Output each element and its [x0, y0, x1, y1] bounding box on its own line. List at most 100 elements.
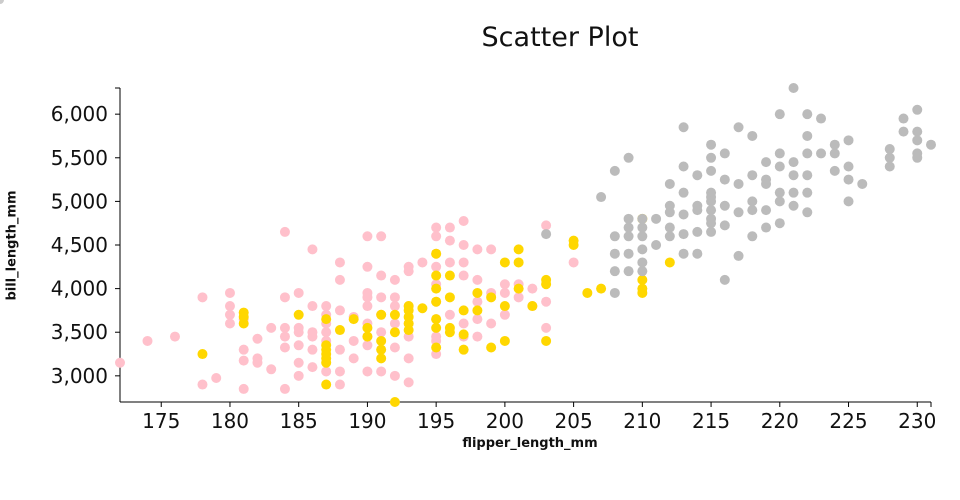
data-point	[678, 161, 689, 172]
data-point	[499, 279, 510, 290]
data-point	[733, 122, 744, 133]
data-point	[224, 287, 235, 298]
data-point	[321, 327, 332, 338]
data-point	[637, 274, 648, 285]
data-point	[197, 349, 208, 360]
data-point	[747, 130, 758, 141]
data-point	[678, 248, 689, 259]
data-point	[293, 357, 304, 368]
data-point	[279, 226, 290, 237]
data-point	[197, 379, 208, 390]
data-point	[926, 139, 936, 150]
data-point	[527, 301, 538, 312]
data-point	[169, 331, 180, 342]
data-point	[829, 148, 840, 159]
data-point	[458, 257, 469, 268]
data-point	[389, 292, 400, 303]
data-point	[733, 207, 744, 218]
data-point	[664, 257, 675, 268]
data-point	[706, 226, 717, 237]
data-point	[252, 333, 263, 344]
data-point	[486, 292, 497, 303]
data-point	[142, 335, 153, 346]
data-point	[541, 229, 552, 240]
data-point	[692, 248, 703, 259]
data-point	[334, 366, 345, 377]
data-point	[431, 283, 442, 294]
data-point	[224, 318, 235, 329]
data-point	[431, 222, 442, 233]
data-point	[458, 305, 469, 316]
data-point	[334, 325, 345, 336]
data-point	[293, 327, 304, 338]
data-point	[596, 283, 607, 294]
data-point	[293, 340, 304, 351]
data-point	[747, 170, 758, 181]
data-point	[706, 152, 717, 163]
data-point	[499, 301, 510, 312]
data-point	[362, 331, 373, 342]
data-point	[472, 305, 483, 316]
data-point	[458, 216, 469, 227]
x-tick-label: 180	[211, 409, 249, 433]
data-point	[307, 362, 318, 373]
data-point	[802, 148, 813, 159]
data-point	[843, 161, 854, 172]
data-point	[637, 244, 648, 255]
data-point	[678, 209, 689, 220]
data-point	[774, 187, 785, 198]
data-point	[692, 226, 703, 237]
x-tick-label: 215	[692, 409, 730, 433]
data-point	[623, 152, 634, 163]
x-tick-label: 210	[623, 409, 661, 433]
data-point	[843, 135, 854, 146]
data-point	[376, 231, 387, 242]
data-point	[637, 231, 648, 242]
data-point	[362, 340, 373, 351]
data-point	[843, 174, 854, 185]
data-point	[761, 222, 772, 233]
y-tick-label: 3,500	[51, 320, 108, 344]
data-point	[774, 161, 785, 172]
data-point	[719, 200, 730, 211]
data-point	[444, 257, 455, 268]
data-point	[376, 344, 387, 355]
data-point	[857, 178, 868, 189]
data-point	[279, 331, 290, 342]
data-point	[444, 292, 455, 303]
data-point	[224, 309, 235, 320]
data-point	[774, 196, 785, 207]
data-point	[444, 270, 455, 281]
data-point	[334, 274, 345, 285]
x-tick-label: 200	[486, 409, 524, 433]
data-point	[664, 207, 675, 218]
data-point	[651, 213, 662, 224]
data-point	[788, 170, 799, 181]
data-point	[417, 303, 428, 314]
data-point	[486, 244, 497, 255]
y-tick-label: 3,000	[51, 364, 108, 388]
data-point	[458, 318, 469, 329]
data-point	[609, 231, 620, 242]
data-point	[884, 152, 895, 163]
data-point	[279, 322, 290, 333]
data-point	[444, 235, 455, 246]
data-point	[362, 366, 373, 377]
data-point	[829, 139, 840, 150]
y-tick-label: 4,000	[51, 277, 108, 301]
data-point	[472, 274, 483, 285]
data-point	[609, 287, 620, 298]
data-point	[802, 207, 813, 218]
data-point	[788, 83, 799, 93]
y-tick-label: 6,000	[51, 102, 108, 126]
data-point	[307, 344, 318, 355]
data-point	[389, 342, 400, 353]
data-point	[486, 342, 497, 353]
data-point	[403, 353, 414, 364]
x-tick-label: 195	[417, 409, 455, 433]
data-point	[912, 135, 923, 146]
y-tick-label: 5,500	[51, 146, 108, 170]
data-point	[389, 370, 400, 381]
data-point	[266, 364, 277, 375]
